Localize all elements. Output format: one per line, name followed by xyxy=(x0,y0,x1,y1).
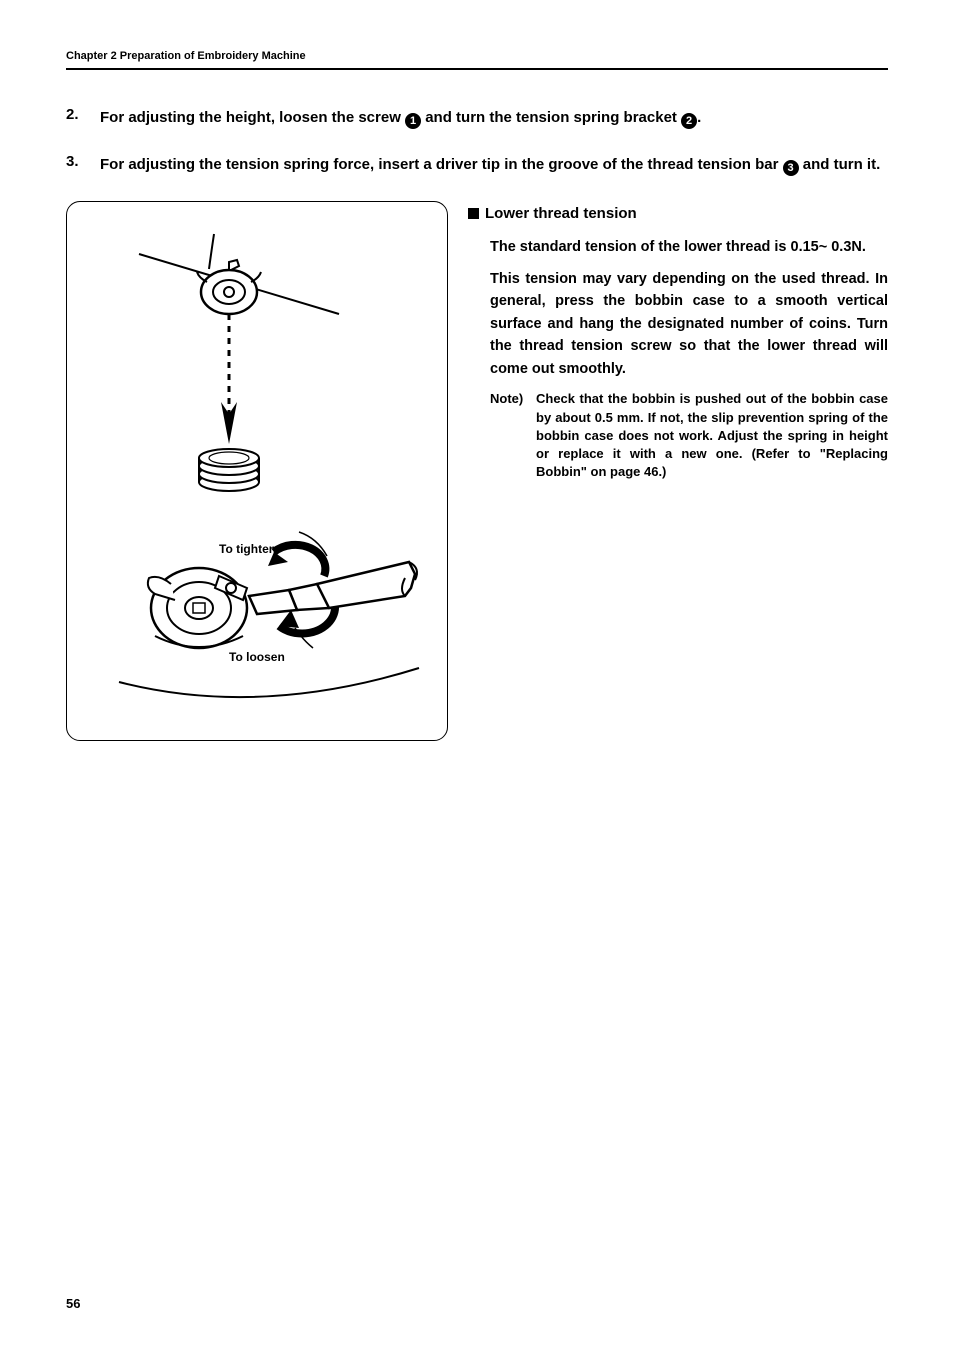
text-segment: For adjusting the tension spring force, … xyxy=(100,156,783,173)
text-segment: and turn it. xyxy=(799,156,881,173)
step-2: 2. For adjusting the height, loosen the … xyxy=(66,106,888,129)
figure-svg-bottom xyxy=(79,518,435,728)
figure-label-loosen: To loosen xyxy=(229,650,285,664)
two-column-region: To tighten xyxy=(66,201,888,741)
text-segment: and turn the tension spring bracket xyxy=(421,109,681,126)
paragraph-1: The standard tension of the lower thread… xyxy=(490,236,888,258)
page-number: 56 xyxy=(66,1296,80,1311)
square-bullet-icon xyxy=(468,208,479,219)
circled-2-icon: 2 xyxy=(681,113,697,129)
heading-text: Lower thread tension xyxy=(485,205,637,222)
paragraph-2: This tension may vary depending on the u… xyxy=(490,268,888,380)
step-number: 3. xyxy=(66,153,100,176)
step-number: 2. xyxy=(66,106,100,129)
circled-3-icon: 3 xyxy=(783,160,799,176)
page-content: 2. For adjusting the height, loosen the … xyxy=(66,70,888,741)
step-3: 3. For adjusting the tension spring forc… xyxy=(66,153,888,176)
section-heading: Lower thread tension xyxy=(468,205,888,222)
step-text: For adjusting the tension spring force, … xyxy=(100,153,880,176)
circled-1-icon: 1 xyxy=(405,113,421,129)
step-text: For adjusting the height, loosen the scr… xyxy=(100,106,701,129)
chapter-header: Chapter 2 Preparation of Embroidery Mach… xyxy=(66,50,888,70)
note-block: Note) Check that the bobbin is pushed ou… xyxy=(490,390,888,481)
figure-svg-top xyxy=(79,214,435,514)
figure-lower-tension: To tighten xyxy=(66,201,448,741)
note-text: Check that the bobbin is pushed out of t… xyxy=(536,390,888,481)
text-segment: For adjusting the height, loosen the scr… xyxy=(100,109,405,126)
right-column: Lower thread tension The standard tensio… xyxy=(468,201,888,741)
text-segment: . xyxy=(697,109,701,126)
note-label: Note) xyxy=(490,390,536,481)
